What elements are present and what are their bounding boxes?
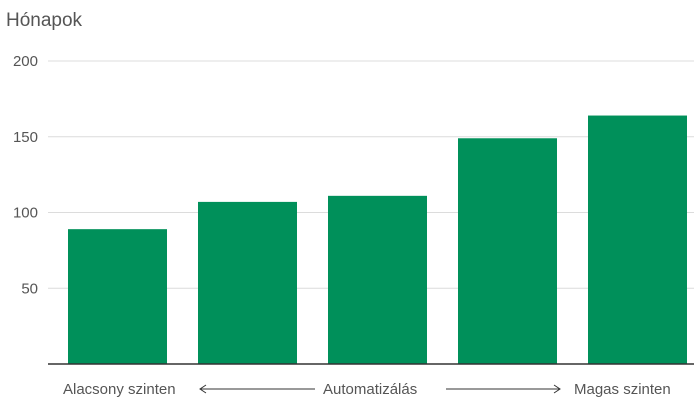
bar <box>458 138 557 364</box>
x-label-high: Magas szinten <box>574 381 671 398</box>
bar <box>588 115 687 364</box>
x-label-low: Alacsony szinten <box>63 381 176 398</box>
y-tick-label: 100 <box>13 205 38 222</box>
bar <box>198 201 297 364</box>
y-tick-label: 150 <box>13 129 38 146</box>
bars <box>68 115 687 364</box>
x-label-center: Automatizálás <box>323 381 417 398</box>
arrow-left-icon <box>199 384 315 394</box>
y-axis-title: Hónapok <box>6 10 83 31</box>
bar <box>68 229 167 364</box>
bar <box>328 195 427 364</box>
arrow-right-icon <box>446 384 561 394</box>
y-tick-label: 50 <box>21 280 38 297</box>
y-tick-label: 200 <box>13 53 38 70</box>
y-tick-labels: 50 100 150 200 <box>13 53 38 297</box>
